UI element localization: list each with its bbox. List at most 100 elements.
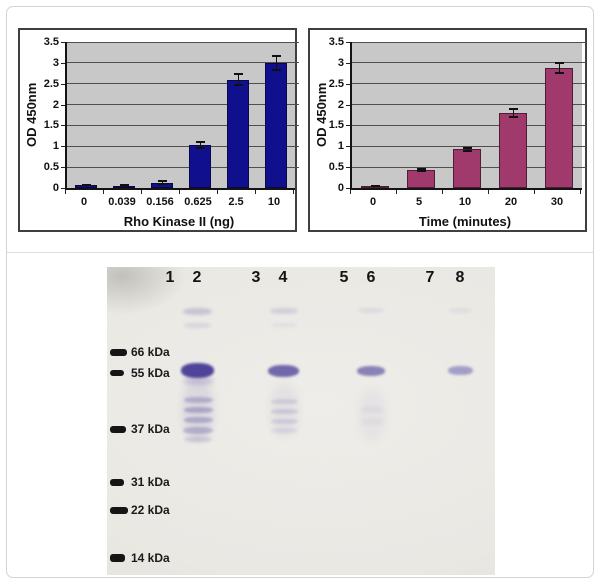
x-axis-title: Rho Kinase II (ng) — [123, 214, 235, 229]
gel-lane-number: 7 — [425, 269, 435, 286]
bar — [227, 79, 249, 188]
y-tick-label: 2.5 — [43, 77, 59, 90]
gel-lane-number: 1 — [165, 269, 175, 286]
error-bar-stem — [374, 184, 376, 187]
y-tick — [346, 167, 350, 169]
x-tick-label: 0 — [80, 196, 88, 208]
mw-marker-dash — [110, 425, 126, 433]
gridline — [67, 41, 299, 43]
protein-band — [271, 409, 298, 414]
x-tick — [65, 190, 66, 194]
x-tick — [293, 190, 294, 194]
gridline — [352, 124, 586, 126]
y-tick — [61, 104, 65, 106]
error-bar — [81, 183, 91, 187]
plot-area — [65, 41, 299, 190]
protein-band — [360, 407, 384, 412]
x-tick — [217, 190, 218, 194]
x-tick — [103, 190, 104, 194]
gridline — [352, 145, 586, 147]
protein-band — [271, 428, 298, 433]
mw-marker-label: 66 kDa — [131, 345, 170, 359]
x-axis-title: Time (minutes) — [418, 214, 512, 229]
y-tick — [61, 125, 65, 127]
chart-rho-kinase-titration: 0 0.5 1 1.5 2 2.5 3 3.5 0 0.039 0.156 0.625 2.5 10 Rho… — [18, 28, 299, 232]
x-tick-label: 0.039 — [108, 196, 136, 208]
error-bar — [271, 54, 281, 72]
gridline — [67, 124, 299, 126]
protein-band — [183, 377, 214, 385]
mw-marker-label: 14 kDa — [131, 551, 170, 565]
protein-band — [183, 308, 212, 315]
mw-marker-label: 55 kDa — [131, 366, 170, 380]
mw-marker-dash — [110, 506, 128, 514]
y-tick-label: 1 — [52, 140, 59, 153]
gel-lane-number: 6 — [366, 269, 376, 286]
gel-lane-number: 8 — [455, 269, 465, 286]
y-tick-label: 3 — [52, 56, 59, 69]
error-bar-stem — [512, 107, 514, 118]
chart-time-course: 0 0.5 1 1.5 2 2.5 3 3.5 0 5 10 20 30 Time (minutes) OD… — [308, 28, 587, 232]
y-tick — [61, 83, 65, 85]
protein-band — [270, 383, 299, 437]
x-tick — [488, 190, 489, 194]
error-bar — [508, 107, 518, 118]
error-bar-stem — [199, 140, 201, 150]
y-tick-label: 3 — [337, 56, 344, 69]
gel-image: 1 2 3 4 5 6 7 8 66 kDa 55 kDa 37 kDa 31 kDa 22 kDa 14… — [107, 267, 495, 575]
error-bar — [370, 184, 380, 187]
y-tick — [346, 188, 350, 189]
gel-lane-number: 3 — [251, 269, 261, 286]
mw-marker-label: 22 kDa — [131, 503, 170, 517]
y-tick-label: 2.5 — [328, 77, 344, 90]
x-tick — [442, 190, 443, 194]
mw-marker-dash — [110, 370, 124, 376]
error-bar — [233, 72, 243, 87]
error-bar — [416, 168, 426, 172]
protein-band — [184, 323, 211, 328]
bar — [499, 112, 527, 188]
error-bar — [119, 184, 129, 187]
mw-marker-dash — [110, 554, 125, 562]
protein-band — [271, 419, 298, 424]
plot-area — [350, 41, 586, 190]
y-tick-label: 0 — [52, 182, 59, 194]
mw-marker-dash — [110, 478, 124, 486]
y-tick — [346, 62, 350, 64]
x-tick-label: 5 — [415, 196, 423, 208]
y-tick-label: 0.5 — [328, 161, 344, 174]
gridline — [67, 62, 299, 64]
gridline — [67, 83, 299, 85]
protein-band — [183, 427, 213, 434]
y-axis-title: OD 450nm — [314, 82, 329, 148]
y-tick — [346, 42, 350, 43]
gridline — [352, 41, 586, 43]
x-tick-label: 10 — [267, 196, 281, 208]
protein-band — [184, 417, 213, 423]
protein-band — [184, 397, 213, 403]
protein-band — [449, 308, 472, 313]
y-tick — [61, 146, 65, 148]
x-tick-label: 30 — [550, 196, 564, 208]
gridline — [67, 104, 299, 106]
x-tick — [534, 190, 535, 194]
protein-band — [181, 363, 214, 378]
x-tick — [350, 190, 351, 194]
y-tick — [346, 125, 350, 127]
error-bar-stem — [466, 146, 468, 152]
protein-band — [358, 308, 384, 313]
error-bar — [462, 146, 472, 152]
error-bar-stem — [123, 184, 125, 187]
x-tick-label: 2.5 — [228, 196, 244, 208]
error-bar — [195, 140, 205, 150]
y-axis-title: OD 450nm — [24, 82, 39, 148]
x-tick-label: 20 — [504, 196, 518, 208]
gridline — [67, 145, 299, 147]
y-tick-label: 2 — [337, 98, 344, 111]
section-divider — [7, 252, 593, 253]
mw-marker-label: 31 kDa — [131, 475, 170, 489]
gridline — [352, 83, 586, 85]
error-bar-stem — [85, 183, 87, 187]
gel-lane-number: 5 — [339, 269, 349, 286]
bar — [189, 145, 211, 188]
